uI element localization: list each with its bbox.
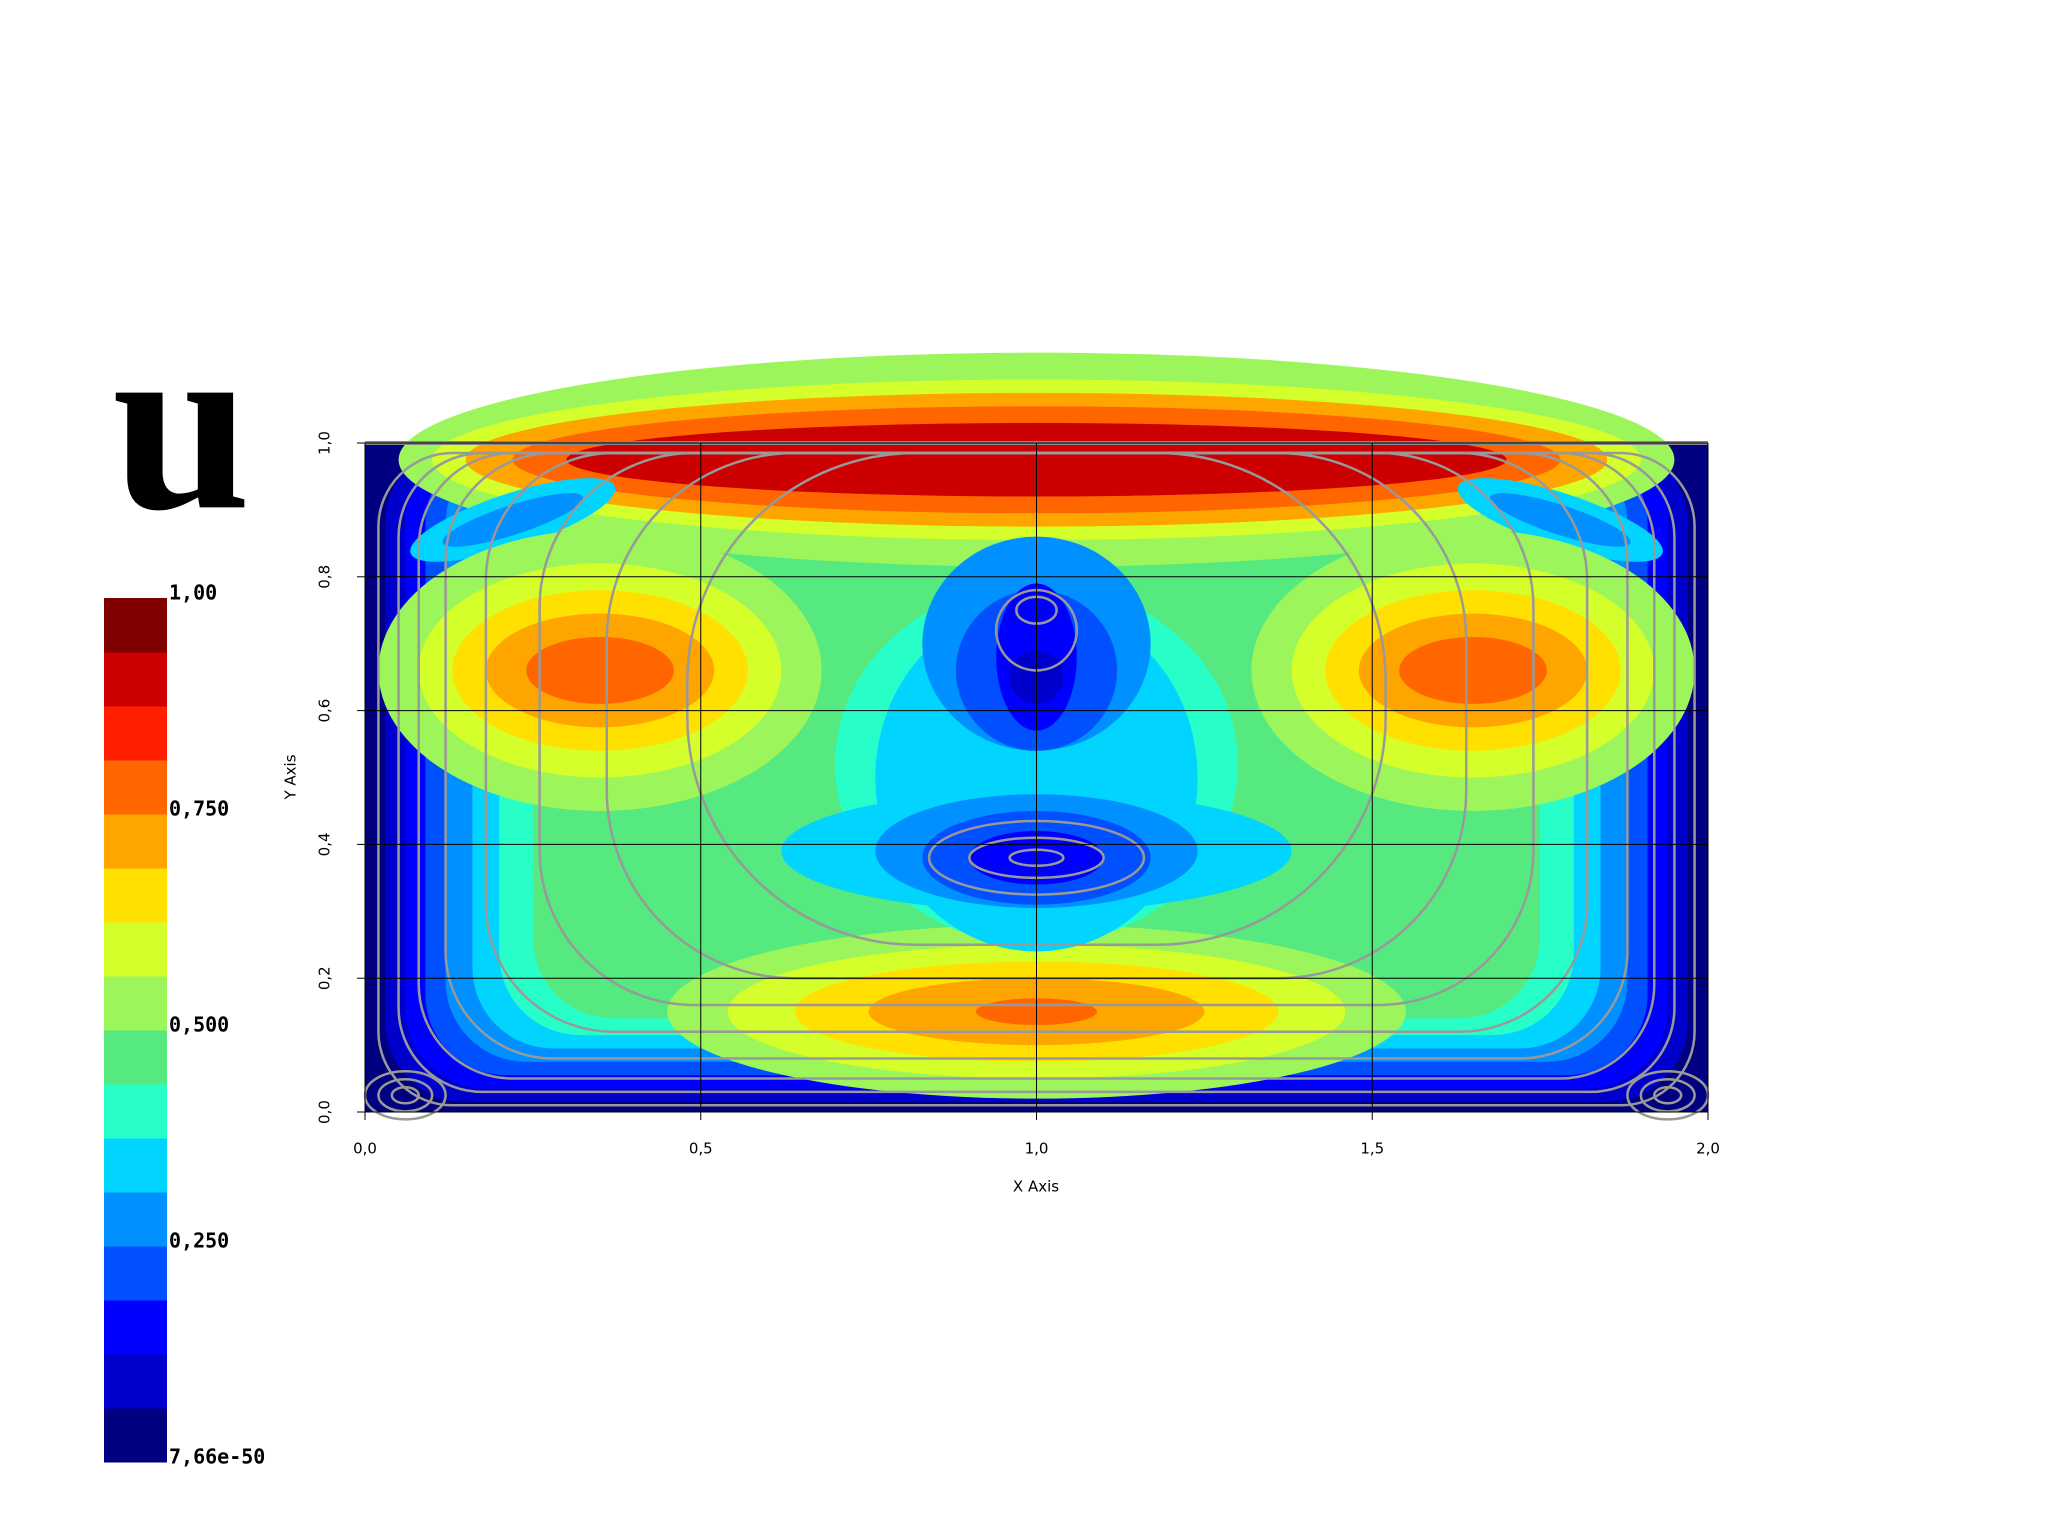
colorbar-band	[104, 1192, 167, 1247]
y-tick-label: 1,0	[316, 431, 334, 455]
x-tick-label: 1,0	[1025, 1140, 1049, 1158]
streamline	[377, 1077, 434, 1113]
streamline	[1653, 1085, 1683, 1105]
colorbar-band	[104, 868, 167, 923]
colorbar-band	[104, 922, 167, 977]
colorbar-label: 0,750	[169, 797, 229, 821]
x-tick-label: 0,0	[353, 1140, 377, 1158]
y-tick-label: 0,2	[316, 966, 334, 990]
y-axis-label: Y Axis	[282, 754, 300, 800]
x-tick-label: 2,0	[1696, 1140, 1720, 1158]
y-tick-label: 0,6	[316, 699, 334, 723]
colorbar-band	[104, 976, 167, 1031]
contour-band	[442, 493, 584, 547]
x-axis-label: X Axis	[1013, 1178, 1059, 1196]
colorbar-label: 1,00	[169, 581, 217, 605]
chart-title: u	[112, 285, 251, 562]
streamline	[390, 1085, 420, 1105]
colorbar-label: 0,500	[169, 1013, 229, 1037]
colorbar-band	[104, 1408, 167, 1463]
x-tick-label: 0,5	[689, 1140, 713, 1158]
colorbar-band	[104, 814, 167, 869]
contour-band	[1489, 493, 1631, 547]
colorbar-band	[104, 1084, 167, 1139]
colorbar-band	[104, 760, 167, 815]
y-tick-label: 0,8	[316, 565, 334, 589]
colorbar-band	[104, 598, 167, 653]
y-tick-label: 0,4	[316, 832, 334, 856]
colorbar-band	[104, 1030, 167, 1085]
colorbar-band	[104, 1300, 167, 1355]
colorbar-band	[104, 1138, 167, 1193]
colorbar-band	[104, 1354, 167, 1409]
colorbar-label: 7,66e-50	[169, 1445, 265, 1469]
colorbar-band	[104, 652, 167, 707]
contour-band	[1399, 637, 1547, 704]
colorbar-label: 0,250	[169, 1229, 229, 1253]
streamline	[1639, 1077, 1696, 1113]
x-tick-label: 1,5	[1360, 1140, 1384, 1158]
colorbar-band	[104, 706, 167, 761]
y-tick-label: 0,0	[316, 1100, 334, 1124]
contour-band	[526, 637, 674, 704]
colorbar-band	[104, 1246, 167, 1301]
